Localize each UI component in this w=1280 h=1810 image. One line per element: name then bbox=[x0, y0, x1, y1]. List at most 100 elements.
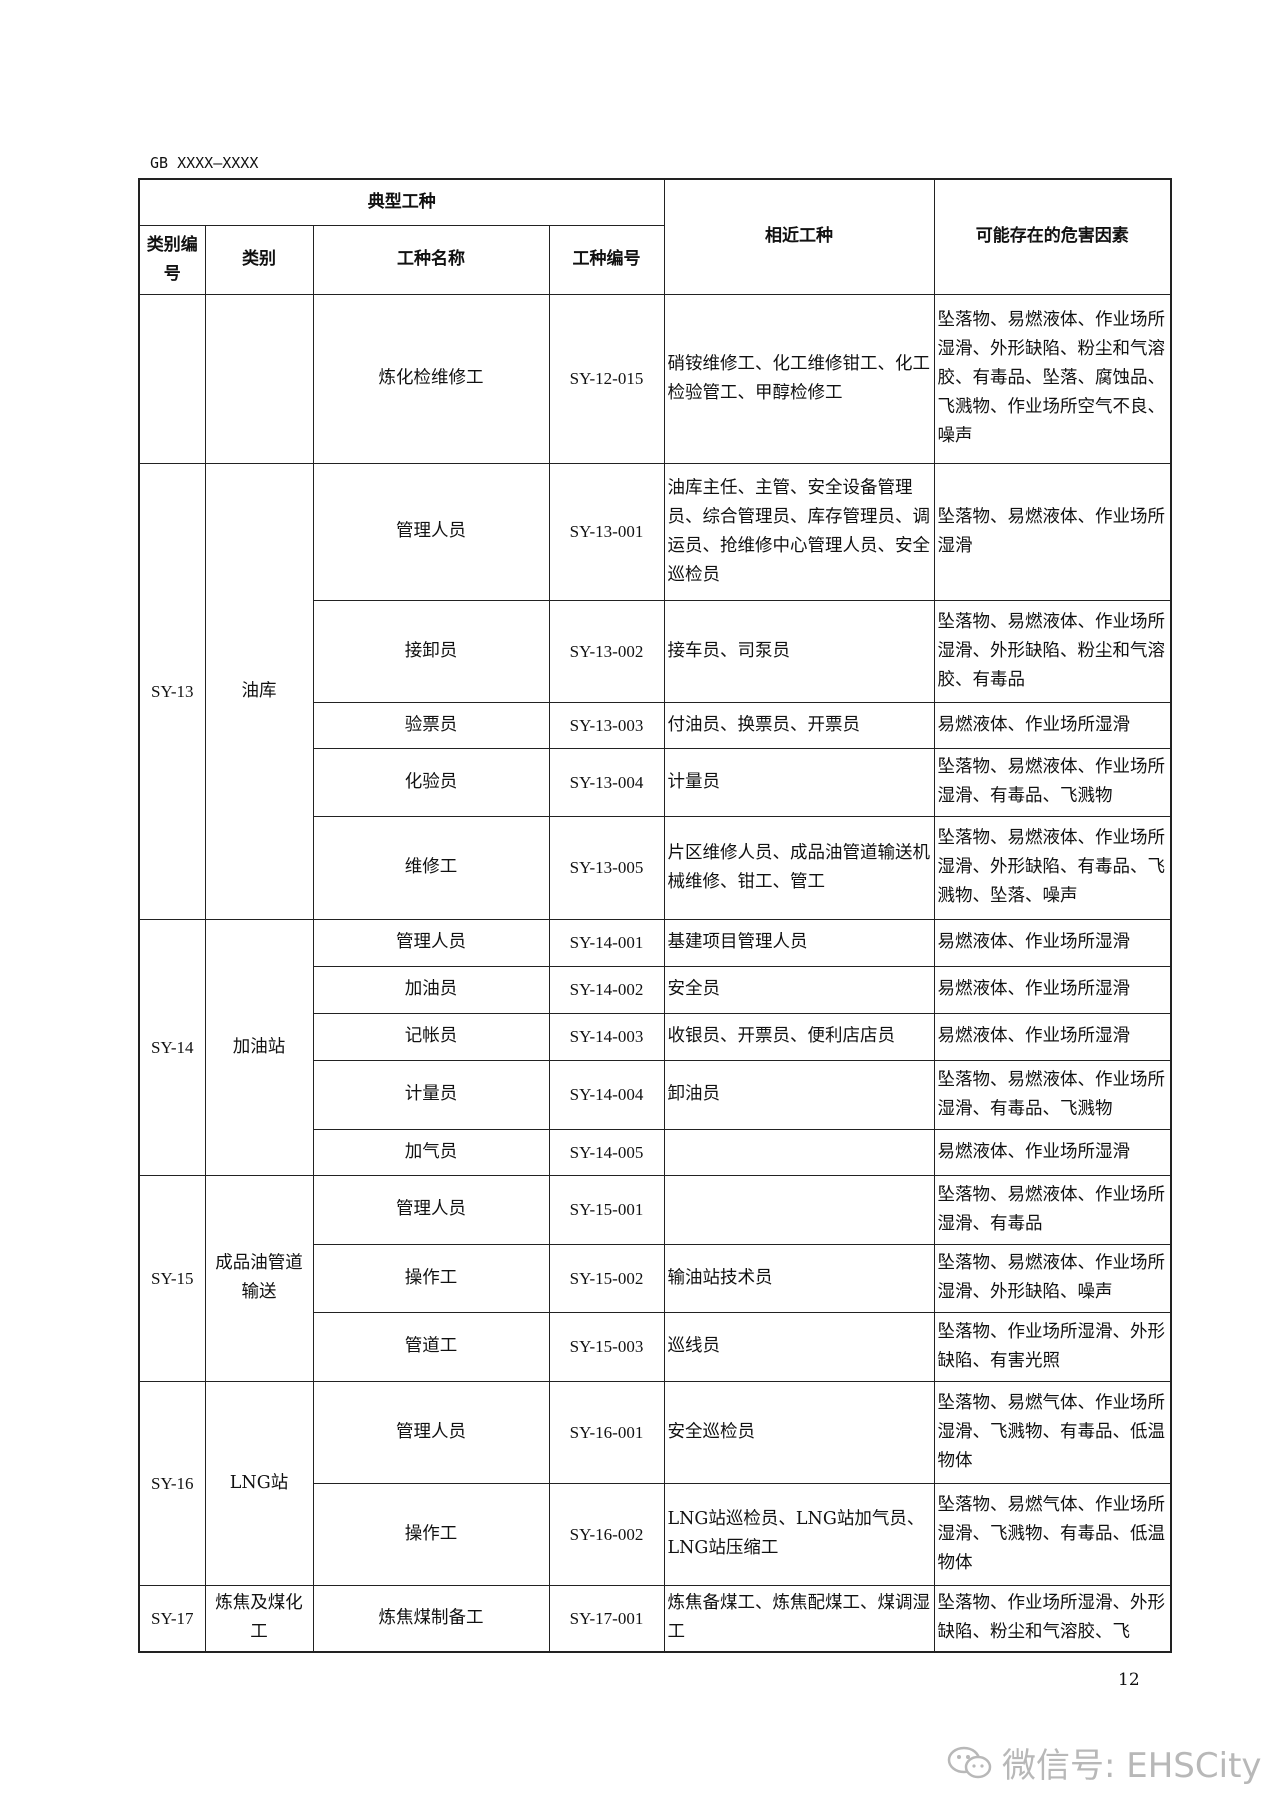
job-name-cell: 加油员 bbox=[312, 965, 550, 1014]
category-cell: 油库 bbox=[204, 462, 314, 920]
job-name-cell: 加气员 bbox=[312, 1128, 550, 1176]
table-row: SY-15 成品油管道输送 管理人员 SY-15-001 坠落物、易燃液体、作业场所湿滑… bbox=[138, 1174, 1172, 1382]
similar-jobs-cell: 输油站技术员 bbox=[663, 1243, 935, 1313]
category-code-cell: SY-16 bbox=[138, 1380, 206, 1586]
header-typical-jobs: 典型工种 bbox=[138, 178, 665, 226]
hazards-cell: 坠落物、易燃液体、作业场所湿滑、外形缺陷、粉尘和气溶胶、有毒品 bbox=[933, 599, 1172, 703]
job-code-cell: SY-17-001 bbox=[548, 1584, 665, 1653]
job-code-cell: SY-14-004 bbox=[548, 1059, 665, 1130]
table-row: 维修工 SY-13-005 片区维修人员、成品油管道输送机械维修、钳工、管工 坠落物、… bbox=[139, 815, 1172, 920]
job-code-cell: SY-15-001 bbox=[548, 1174, 665, 1245]
job-name-cell: 计量员 bbox=[312, 1059, 550, 1130]
header-job-code: 工种编号 bbox=[548, 224, 665, 295]
category-code-cell: SY-13 bbox=[138, 462, 206, 920]
category-code-cell bbox=[138, 293, 206, 464]
job-name-cell: 炼焦煤制备工 bbox=[312, 1584, 550, 1653]
table-row: SY-17 炼焦及煤化工 炼焦煤制备工 SY-17-001 炼焦备煤工、炼焦配煤工、煤调… bbox=[138, 1584, 1172, 1653]
hazards-cell: 易燃液体、作业场所湿滑 bbox=[933, 965, 1172, 1014]
hazards-cell: 坠落物、易燃液体、作业场所湿滑 bbox=[933, 462, 1172, 601]
job-code-cell: SY-13-003 bbox=[548, 701, 665, 749]
header-category-code: 类别编号 bbox=[138, 224, 206, 295]
hazards-cell: 坠落物、易燃液体、作业场所湿滑、外形缺陷、粉尘和气溶胶、有毒品、坠落、腐蚀品、飞… bbox=[933, 293, 1172, 464]
table-row: 炼化检维修工 SY-12-015 硝铵维修工、化工维修钳工、化工检验管工、甲醇检修工… bbox=[138, 293, 1172, 464]
hazards-cell: 坠落物、易燃气体、作业场所湿滑、飞溅物、有毒品、低温物体 bbox=[933, 1380, 1172, 1484]
category-cell: LNG站 bbox=[204, 1380, 314, 1586]
table-row: SY-14 加油站 管理人员 SY-14-001 基建项目管理人员 易燃液体、作业场所湿滑 bbox=[138, 918, 1172, 1176]
table-row: 加油员 SY-14-002 安全员 易燃液体、作业场所湿滑 bbox=[139, 965, 1172, 1014]
category-cell: 炼焦及煤化工 bbox=[204, 1584, 314, 1653]
hazards-cell: 易燃液体、作业场所湿滑 bbox=[933, 918, 1172, 967]
similar-jobs-cell: LNG站巡检员、LNG站加气员、LNG站压缩工 bbox=[663, 1482, 935, 1586]
job-name-cell: 化验员 bbox=[312, 747, 550, 817]
job-code-cell: SY-16-001 bbox=[548, 1380, 665, 1484]
hazards-cell: 易燃液体、作业场所湿滑 bbox=[933, 1128, 1172, 1176]
similar-jobs-cell: 片区维修人员、成品油管道输送机械维修、钳工、管工 bbox=[663, 815, 935, 920]
job-name-cell: 记帐员 bbox=[312, 1012, 550, 1061]
watermark-text: 微信号: EHSCity bbox=[1002, 1746, 1262, 1786]
job-hazard-table: 典型工种 相近工种 可能存在的危害因素 类别编号 类别 工种名称 工种编号 炼化… bbox=[138, 178, 1172, 1653]
similar-jobs-cell: 巡线员 bbox=[663, 1311, 935, 1382]
hazards-cell: 坠落物、易燃液体、作业场所湿滑、外形缺陷、有毒品、飞溅物、坠落、噪声 bbox=[933, 815, 1172, 920]
table-row: 验票员 SY-13-003 付油员、换票员、开票员 易燃液体、作业场所湿滑 bbox=[139, 701, 1172, 749]
similar-jobs-cell: 油库主任、主管、安全设备管理员、综合管理员、库存管理员、调运员、抢维修中心管理人… bbox=[663, 462, 935, 601]
wechat-icon bbox=[947, 1746, 992, 1778]
table-row: 管道工 SY-15-003 巡线员 坠落物、作业场所湿滑、外形缺陷、有害光照 bbox=[139, 1311, 1172, 1382]
similar-jobs-cell: 收银员、开票员、便利店店员 bbox=[663, 1012, 935, 1061]
hazards-cell: 坠落物、易燃液体、作业场所湿滑、有毒品、飞溅物 bbox=[933, 747, 1172, 817]
job-code-cell: SY-14-005 bbox=[548, 1128, 665, 1176]
similar-jobs-cell bbox=[663, 1174, 935, 1245]
category-code-cell: SY-17 bbox=[138, 1584, 206, 1653]
job-name-cell: 维修工 bbox=[312, 815, 550, 920]
similar-jobs-cell: 基建项目管理人员 bbox=[663, 918, 935, 967]
job-name-cell: 管道工 bbox=[312, 1311, 550, 1382]
job-name-cell: 操作工 bbox=[312, 1243, 550, 1313]
table-row: SY-13 油库 管理人员 SY-13-001 油库主任、主管、安全设备管理员、综合管理… bbox=[138, 462, 1172, 920]
header-category: 类别 bbox=[204, 224, 314, 295]
table-row: SY-16 LNG站 管理人员 SY-16-001 安全巡检员 坠落物、易燃气体、作业场所… bbox=[138, 1380, 1172, 1586]
similar-jobs-cell: 计量员 bbox=[663, 747, 935, 817]
category-cell: 成品油管道输送 bbox=[204, 1174, 314, 1382]
header-similar-jobs: 相近工种 bbox=[663, 178, 935, 295]
standard-code: GB XXXX—XXXX bbox=[150, 154, 259, 172]
job-code-cell: SY-14-001 bbox=[548, 918, 665, 967]
category-cell bbox=[204, 293, 314, 464]
job-name-cell: 管理人员 bbox=[312, 1380, 550, 1484]
similar-jobs-cell: 硝铵维修工、化工维修钳工、化工检验管工、甲醇检修工 bbox=[663, 293, 935, 464]
similar-jobs-cell: 接车员、司泵员 bbox=[663, 599, 935, 703]
job-code-cell: SY-15-002 bbox=[548, 1243, 665, 1313]
page-number: 12 bbox=[1118, 1670, 1140, 1690]
job-name-cell: 炼化检维修工 bbox=[312, 293, 550, 464]
category-code-cell: SY-14 bbox=[138, 918, 206, 1176]
hazards-cell: 坠落物、易燃气体、作业场所湿滑、飞溅物、有毒品、低温物体 bbox=[933, 1482, 1172, 1586]
similar-jobs-cell bbox=[663, 1128, 935, 1176]
job-code-cell: SY-14-003 bbox=[548, 1012, 665, 1061]
hazards-cell: 易燃液体、作业场所湿滑 bbox=[933, 701, 1172, 749]
table-row: 加气员 SY-14-005 易燃液体、作业场所湿滑 bbox=[139, 1128, 1172, 1176]
job-name-cell: 接卸员 bbox=[312, 599, 550, 703]
job-code-cell: SY-15-003 bbox=[548, 1311, 665, 1382]
similar-jobs-cell: 付油员、换票员、开票员 bbox=[663, 701, 935, 749]
header-hazards: 可能存在的危害因素 bbox=[933, 178, 1172, 295]
category-code-cell: SY-15 bbox=[138, 1174, 206, 1382]
table-row: 计量员 SY-14-004 卸油员 坠落物、易燃液体、作业场所湿滑、有毒品、飞溅物 bbox=[139, 1059, 1172, 1130]
header-job-name: 工种名称 bbox=[312, 224, 550, 295]
hazards-cell: 坠落物、作业场所湿滑、外形缺陷、粉尘和气溶胶、飞 bbox=[933, 1584, 1172, 1653]
hazards-cell: 坠落物、易燃液体、作业场所湿滑、有毒品、飞溅物 bbox=[933, 1059, 1172, 1130]
hazards-cell: 坠落物、易燃液体、作业场所湿滑、外形缺陷、噪声 bbox=[933, 1243, 1172, 1313]
similar-jobs-cell: 安全员 bbox=[663, 965, 935, 1014]
job-code-cell: SY-13-001 bbox=[548, 462, 665, 601]
table-row: 记帐员 SY-14-003 收银员、开票员、便利店店员 易燃液体、作业场所湿滑 bbox=[139, 1012, 1172, 1061]
job-code-cell: SY-13-002 bbox=[548, 599, 665, 703]
job-code-cell: SY-16-002 bbox=[548, 1482, 665, 1586]
job-name-cell: 验票员 bbox=[312, 701, 550, 749]
hazards-cell: 坠落物、易燃液体、作业场所湿滑、有毒品 bbox=[933, 1174, 1172, 1245]
job-code-cell: SY-13-005 bbox=[548, 815, 665, 920]
table-row: 化验员 SY-13-004 计量员 坠落物、易燃液体、作业场所湿滑、有毒品、飞溅物 bbox=[139, 747, 1172, 817]
hazards-cell: 易燃液体、作业场所湿滑 bbox=[933, 1012, 1172, 1061]
job-name-cell: 操作工 bbox=[312, 1482, 550, 1586]
similar-jobs-cell: 炼焦备煤工、炼焦配煤工、煤调湿工 bbox=[663, 1584, 935, 1653]
job-code-cell: SY-14-002 bbox=[548, 965, 665, 1014]
category-cell: 加油站 bbox=[204, 918, 314, 1176]
job-name-cell: 管理人员 bbox=[312, 1174, 550, 1245]
watermark: 微信号: EHSCity bbox=[946, 1738, 1262, 1787]
